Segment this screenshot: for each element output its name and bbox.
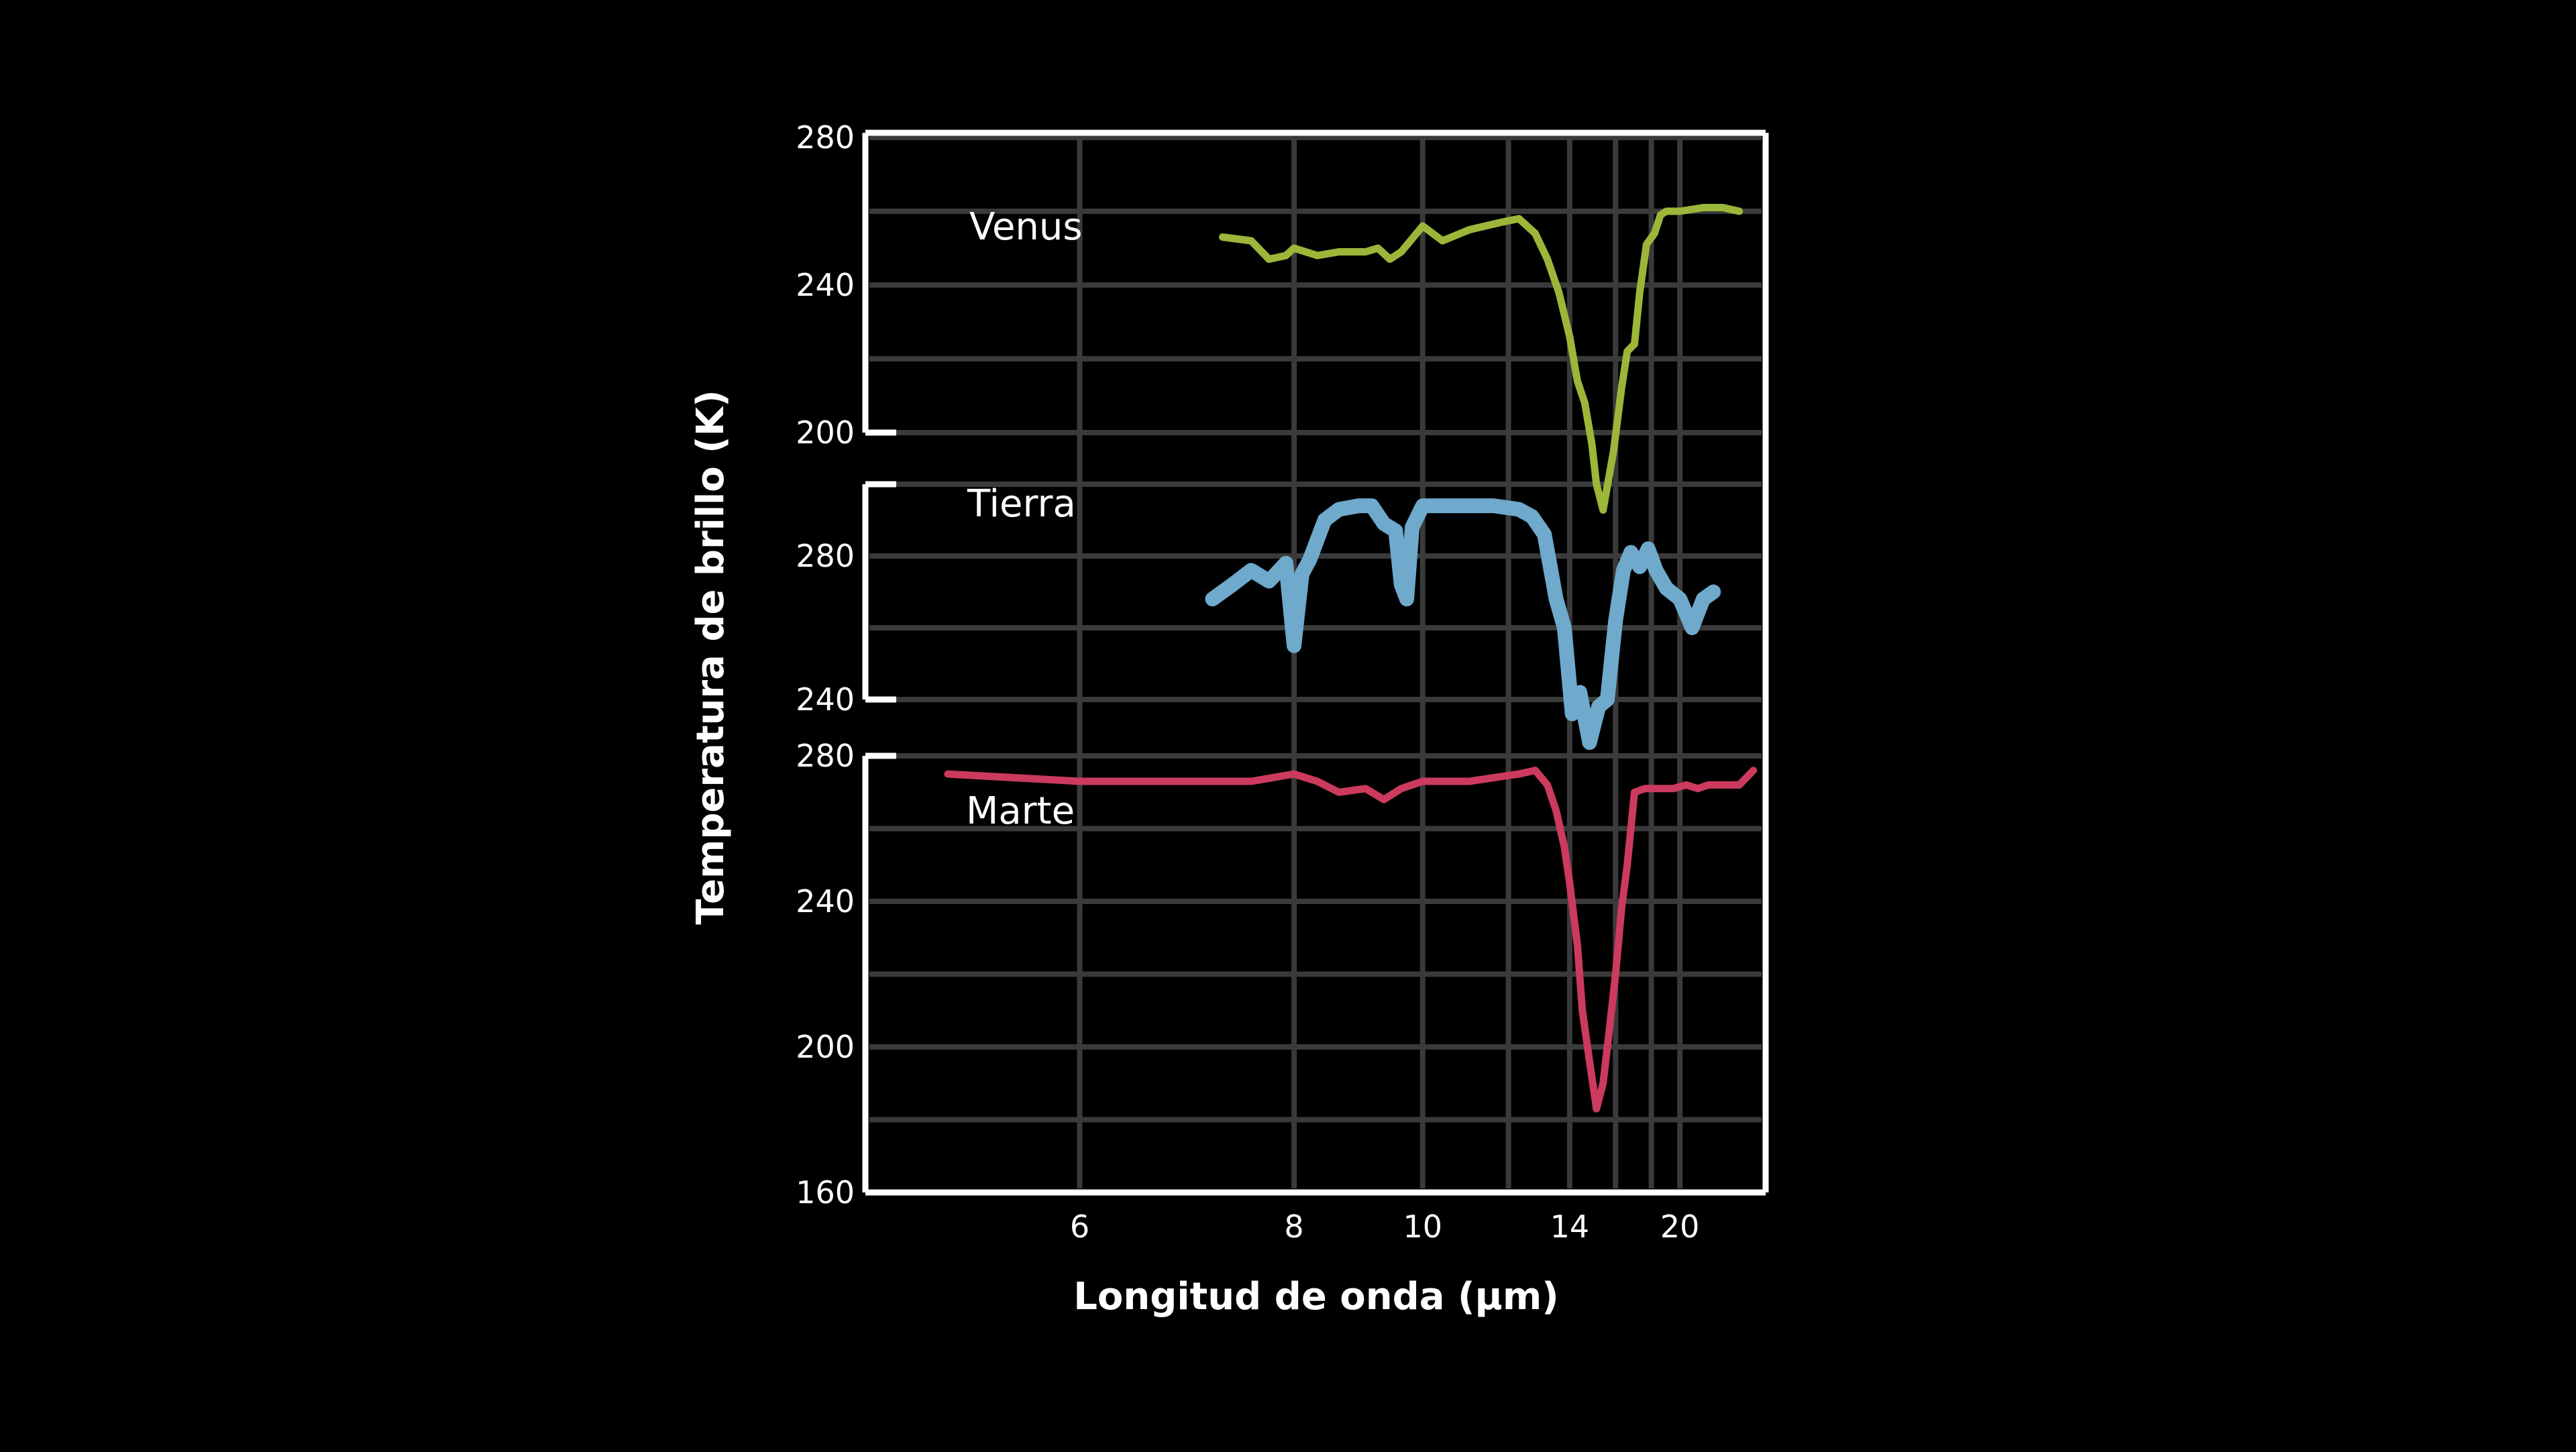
- grid-layer: [869, 135, 1762, 1195]
- y-tick-label: 160: [796, 1174, 855, 1211]
- series-line-tierra: [1205, 498, 1721, 750]
- y-axis-title: Temperatura de brillo (K): [689, 390, 733, 925]
- y-tick-label: 200: [796, 1029, 855, 1065]
- series-label-tierra: Tierra: [967, 482, 1076, 526]
- x-tick-label: 8: [1284, 1209, 1303, 1245]
- y-tick-label: 240: [796, 267, 855, 303]
- y-tick-label: 280: [796, 738, 855, 774]
- x-tick-label: 10: [1403, 1209, 1442, 1245]
- series-label-marte: Marte: [966, 789, 1075, 833]
- x-tick-label: 6: [1070, 1209, 1089, 1245]
- series-label-venus: Venus: [969, 205, 1083, 249]
- label-layer: 200 240 280 Venus 240 280 Tierra 160 200 240 280 Ma…: [796, 119, 1699, 1245]
- x-tick-label: 20: [1660, 1209, 1700, 1245]
- y-tick-label: 280: [796, 538, 855, 574]
- y-tick-label: 200: [796, 414, 855, 451]
- y-tick-label: 240: [796, 681, 855, 718]
- series-line-marte: [944, 767, 1758, 1113]
- y-tick-label: 240: [796, 883, 855, 919]
- x-tick-label: 14: [1550, 1209, 1590, 1245]
- y-tick-label: 280: [796, 119, 855, 156]
- series-line-venus: [1219, 204, 1743, 514]
- x-axis-title: Longitud de onda (μm): [1073, 1275, 1559, 1319]
- series-layer: [944, 204, 1758, 1113]
- axis-layer: [862, 129, 1769, 1196]
